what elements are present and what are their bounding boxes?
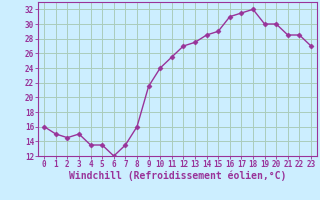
X-axis label: Windchill (Refroidissement éolien,°C): Windchill (Refroidissement éolien,°C) (69, 171, 286, 181)
